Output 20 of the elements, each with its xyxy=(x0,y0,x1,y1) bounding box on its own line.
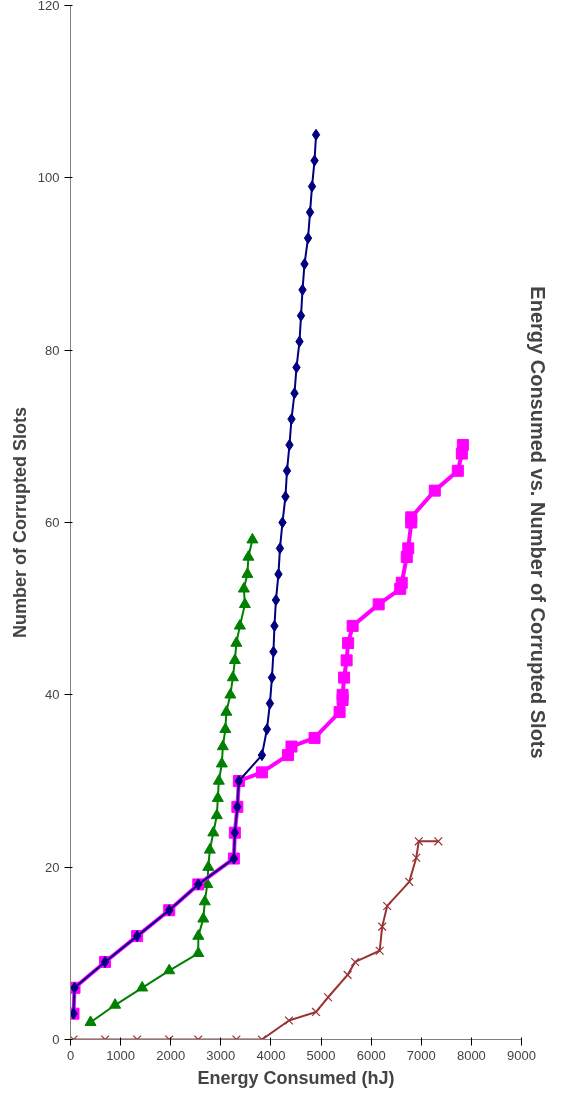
x-tick-label: 8000 xyxy=(456,1047,486,1063)
x-tick-label: 7000 xyxy=(406,1047,436,1063)
x-tick-label: 4000 xyxy=(256,1047,286,1063)
x-tick-label: 3000 xyxy=(206,1047,236,1063)
x-tick-label: 9000 xyxy=(507,1047,536,1063)
x-tick-label: 0 xyxy=(66,1047,75,1063)
y-tick-label: 120 xyxy=(37,0,60,13)
y-tick-label: 80 xyxy=(45,342,60,358)
y-tick-label: 40 xyxy=(45,687,60,703)
x-tick-label: 6000 xyxy=(356,1047,386,1063)
text: Energy Consumed vs. Number of Corrupted Slots xyxy=(526,286,549,759)
y-tick-label: 100 xyxy=(37,170,60,186)
y-tick-label: 20 xyxy=(45,859,60,875)
y-tick-label: 0 xyxy=(52,1032,60,1047)
x-tick-label: 2000 xyxy=(156,1047,186,1063)
y-tick-label: 60 xyxy=(45,515,60,530)
y-axis-title: Number of Corrupted Slots xyxy=(9,406,30,638)
x-tick-label: 5000 xyxy=(306,1047,336,1063)
x-tick-label: 1000 xyxy=(106,1047,136,1063)
x-axis-title: Energy Consumed (hJ) xyxy=(197,1067,395,1088)
